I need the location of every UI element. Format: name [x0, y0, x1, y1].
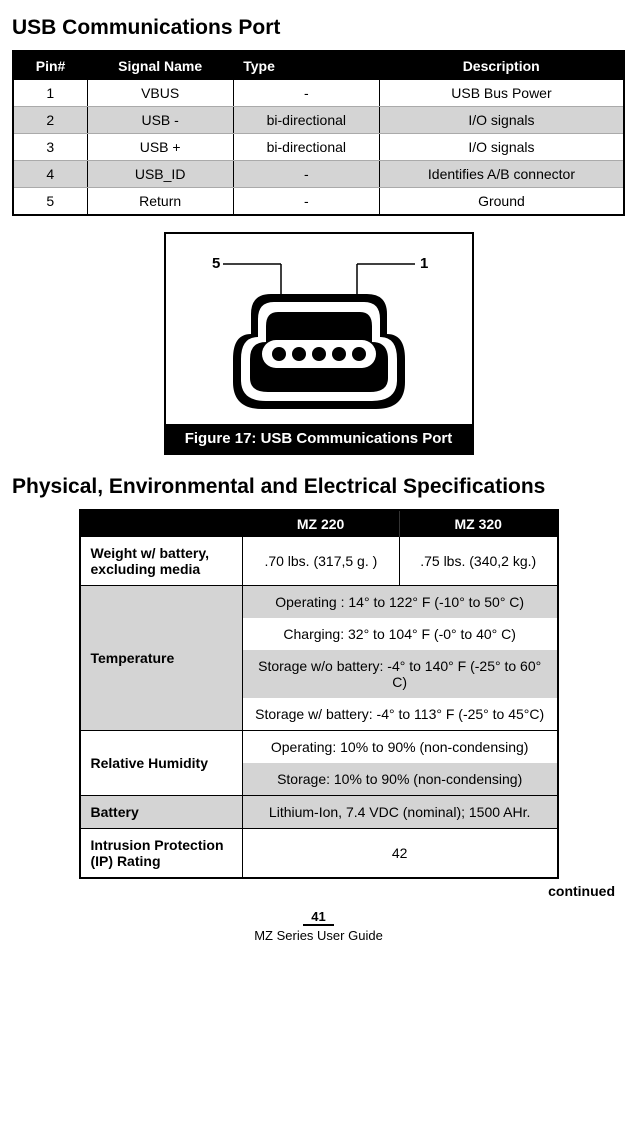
section-title-usb: USB Communications Port	[12, 16, 625, 40]
spec-header-row: MZ 220 MZ 320	[81, 511, 557, 537]
usb-row: 2USB -bi-directionalI/O signals	[14, 107, 623, 134]
usb-cell-type: -	[233, 188, 379, 215]
spec-ip-label: Intrusion Protection (IP) Rating	[81, 829, 243, 878]
figure-label-1: 1	[420, 255, 428, 272]
usb-port-diagram: 5 1	[166, 234, 472, 424]
spec-row-battery: Battery Lithium-Ion, 7.4 VDC (nominal); …	[81, 796, 557, 829]
usb-row: 3USB +bi-directionalI/O signals	[14, 134, 623, 161]
usb-cell-type: bi-directional	[233, 107, 379, 134]
usb-cell-pin: 3	[14, 134, 87, 161]
spec-row-ip: Intrusion Protection (IP) Rating 42	[81, 829, 557, 878]
spec-rh-label: Relative Humidity	[81, 731, 243, 796]
usb-cell-desc: Ground	[379, 188, 623, 215]
usb-cell-pin: 2	[14, 107, 87, 134]
usb-cell-sig: Return	[87, 188, 233, 215]
usb-cell-desc: I/O signals	[379, 107, 623, 134]
guide-title: MZ Series User Guide	[12, 928, 625, 943]
usb-cell-sig: USB_ID	[87, 161, 233, 188]
spec-ip-val: 42	[242, 829, 556, 878]
figure-label-5: 5	[212, 255, 220, 272]
usb-cell-type: -	[233, 80, 379, 107]
usb-hdr-desc: Description	[379, 52, 623, 80]
continued-label: continued	[12, 883, 615, 899]
usb-cell-sig: USB -	[87, 107, 233, 134]
spec-battery-label: Battery	[81, 796, 243, 829]
usb-cell-pin: 5	[14, 188, 87, 215]
spec-hdr-mz220: MZ 220	[242, 511, 399, 537]
usb-row: 1VBUS-USB Bus Power	[14, 80, 623, 107]
usb-row: 4USB_ID-Identifies A/B connector	[14, 161, 623, 188]
spec-hdr-mz320: MZ 320	[399, 511, 556, 537]
spec-weight-320: .75 lbs. (340,2 kg.)	[399, 537, 556, 586]
section-title-specs: Physical, Environmental and Electrical S…	[12, 475, 625, 499]
usb-cell-desc: I/O signals	[379, 134, 623, 161]
spec-table: MZ 220 MZ 320 Weight w/ battery, excludi…	[79, 509, 559, 879]
figure-caption: Figure 17: USB Communications Port	[166, 424, 472, 453]
figure-17: 5 1 Figure 17: USB Communications Port	[164, 232, 474, 455]
usb-cell-desc: Identifies A/B connector	[379, 161, 623, 188]
usb-header-row: Pin# Signal Name Type Description	[14, 52, 623, 80]
usb-cell-pin: 1	[14, 80, 87, 107]
usb-cell-sig: VBUS	[87, 80, 233, 107]
spec-row-rh-op: Relative Humidity Operating: 10% to 90% …	[81, 731, 557, 764]
spec-hdr-blank	[81, 511, 243, 537]
spec-weight-label: Weight w/ battery, excluding media	[81, 537, 243, 586]
spec-temp-operating: Operating : 14° to 122° F (-10° to 50° C…	[242, 586, 556, 619]
usb-cell-pin: 4	[14, 161, 87, 188]
spec-rh-operating: Operating: 10% to 90% (non-condensing)	[242, 731, 556, 764]
spec-row-temp-op: Temperature Operating : 14° to 122° F (-…	[81, 586, 557, 619]
spec-battery-val: Lithium-Ion, 7.4 VDC (nominal); 1500 AHr…	[242, 796, 556, 829]
usb-cell-type: -	[233, 161, 379, 188]
usb-hdr-type: Type	[233, 52, 379, 80]
usb-hdr-sig: Signal Name	[87, 52, 233, 80]
spec-temp-storage-wo: Storage w/o battery: -4° to 140° F (-25°…	[242, 650, 556, 698]
spec-temp-storage-w: Storage w/ battery: -4° to 113° F (-25° …	[242, 698, 556, 731]
spec-rh-storage: Storage: 10% to 90% (non-condensing)	[242, 763, 556, 796]
usb-hdr-pin: Pin#	[14, 52, 87, 80]
spec-temp-label: Temperature	[81, 586, 243, 731]
usb-row: 5Return-Ground	[14, 188, 623, 215]
spec-row-weight: Weight w/ battery, excluding media .70 l…	[81, 537, 557, 586]
usb-cell-sig: USB +	[87, 134, 233, 161]
page-number: 41	[303, 909, 333, 926]
usb-cell-desc: USB Bus Power	[379, 80, 623, 107]
spec-weight-220: .70 lbs. (317,5 g. )	[242, 537, 399, 586]
spec-temp-charging: Charging: 32° to 104° F (-0° to 40° C)	[242, 618, 556, 650]
usb-table: Pin# Signal Name Type Description 1VBUS-…	[12, 50, 625, 216]
usb-cell-type: bi-directional	[233, 134, 379, 161]
page-footer: 41 MZ Series User Guide	[12, 909, 625, 943]
